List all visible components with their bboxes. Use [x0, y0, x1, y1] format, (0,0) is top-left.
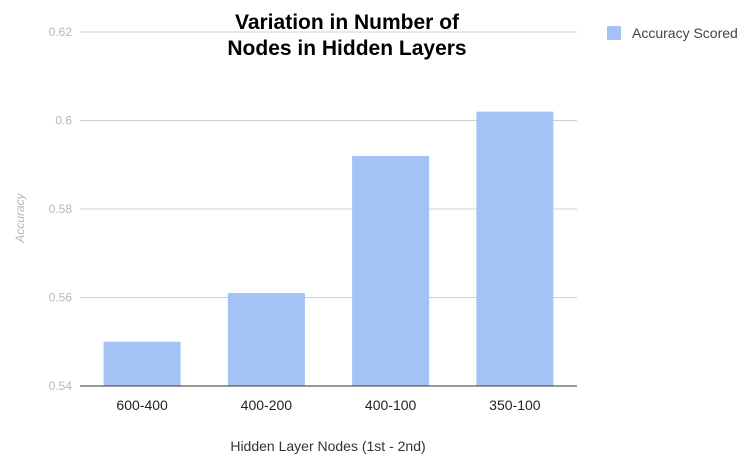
x-tick-label: 400-200 — [241, 397, 293, 413]
x-tick-label: 400-100 — [365, 397, 417, 413]
y-axis-label: Accuracy — [13, 192, 27, 243]
y-axis-ticks: 0.54 0.56 0.58 0.6 0.62 — [49, 25, 73, 393]
bar[interactable] — [103, 341, 181, 386]
bar[interactable] — [227, 293, 305, 386]
chart-title-line-1: Variation in Number of — [235, 11, 460, 34]
legend[interactable]: Accuracy Scored — [607, 25, 738, 41]
chart-title-line-2: Nodes in Hidden Layers — [227, 37, 466, 60]
bar[interactable] — [352, 155, 430, 386]
x-axis-ticks: 600-400 400-200 400-100 350-100 — [116, 397, 540, 413]
x-tick-label: 350-100 — [489, 397, 541, 413]
chart-title: Variation in Number of Nodes in Hidden L… — [227, 11, 466, 60]
legend-swatch — [607, 26, 621, 40]
bar[interactable] — [476, 111, 554, 387]
y-tick-label: 0.56 — [49, 291, 73, 305]
y-tick-label: 0.54 — [49, 379, 73, 393]
y-tick-label: 0.6 — [55, 114, 72, 128]
legend-label: Accuracy Scored — [632, 25, 738, 41]
bars — [103, 111, 554, 387]
x-axis-label: Hidden Layer Nodes (1st - 2nd) — [230, 438, 425, 454]
y-tick-label: 0.58 — [49, 202, 73, 216]
y-tick-label: 0.62 — [49, 25, 73, 39]
x-tick-label: 600-400 — [116, 397, 168, 413]
